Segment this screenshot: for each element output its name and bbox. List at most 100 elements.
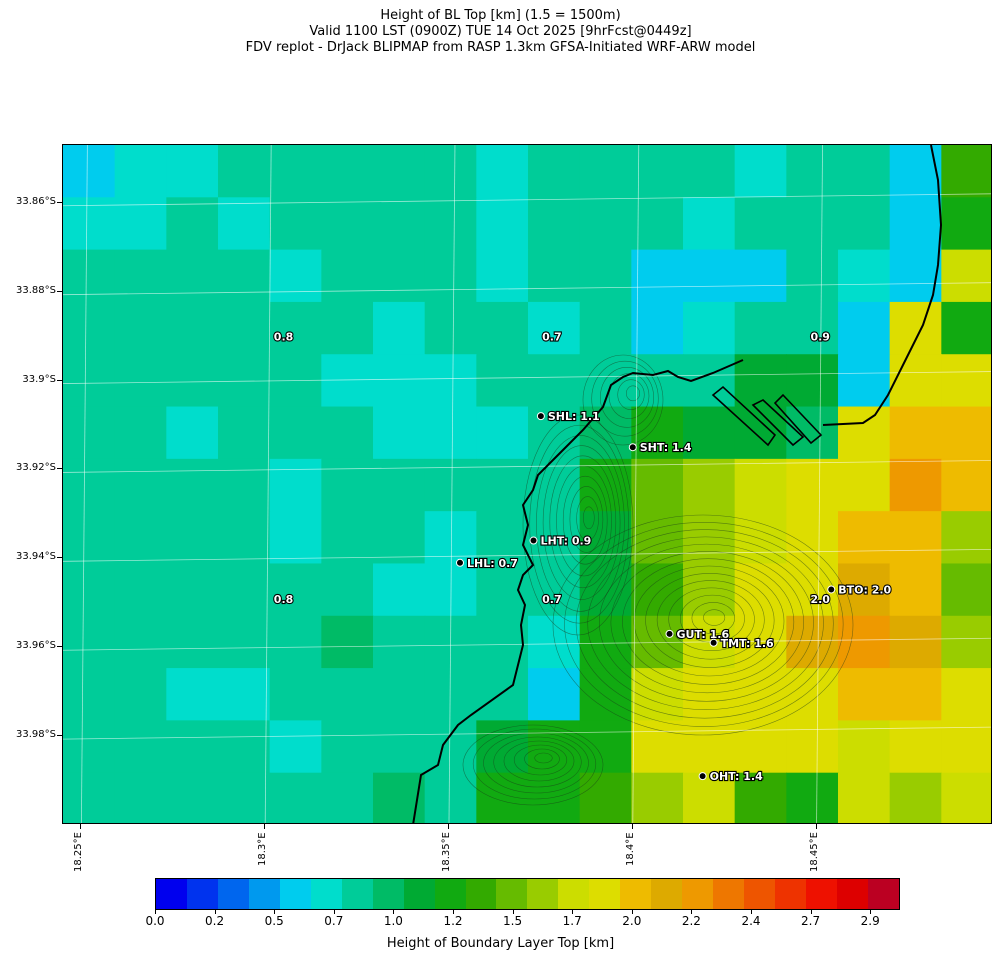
grid-value-label: 0.8	[274, 331, 294, 344]
heatmap-cell	[889, 458, 942, 512]
heatmap-cell	[941, 249, 991, 303]
colorbar-tick	[572, 910, 574, 914]
heatmap-cell	[424, 668, 477, 721]
terrain-contours	[462, 354, 854, 806]
heatmap-cell	[269, 249, 322, 303]
parallel-line	[63, 193, 991, 207]
colorbar-tick-label: 2.0	[622, 914, 642, 928]
heatmap-cell	[631, 197, 684, 251]
heatmap-cell	[528, 615, 581, 669]
heatmap-cell	[476, 197, 529, 251]
heatmap-cell	[63, 615, 116, 669]
heatmap-cell	[476, 249, 529, 303]
colorbar-tick-label: 2.4	[741, 914, 761, 928]
heatmap-cell	[166, 197, 219, 251]
heatmap-cell	[218, 197, 271, 251]
terrain-contour	[633, 565, 785, 677]
heatmap-cell	[786, 249, 839, 303]
heatmap-cell	[631, 668, 684, 721]
heatmap-cell	[424, 354, 477, 408]
heatmap-cell	[321, 197, 374, 251]
coastline-west	[412, 359, 744, 823]
heatmap-cell	[269, 197, 322, 251]
heatmap-cell	[114, 145, 167, 198]
heatmap-cell	[579, 249, 632, 303]
heatmap-cell	[269, 615, 322, 669]
terrain-contour	[691, 602, 735, 635]
heatmap-cell	[269, 668, 322, 721]
heatmap-cell	[838, 406, 891, 460]
latitude-tick-label: 33.86°S	[16, 195, 56, 207]
heatmap-cell	[889, 511, 942, 565]
heatmap-cell	[838, 772, 891, 823]
heatmap-cell	[786, 511, 839, 565]
heatmap-cell	[218, 406, 271, 460]
heatmap-cell	[321, 720, 374, 774]
station-marker	[827, 585, 836, 594]
heatmap-cell	[528, 458, 581, 512]
station-label: LHT: 0.9	[541, 535, 592, 548]
heatmap-cell	[786, 354, 839, 408]
station-label: TMT: 1.6	[721, 637, 774, 650]
heatmap-cell	[889, 563, 942, 617]
heatmap-cell	[734, 772, 787, 823]
colorbar-tick-label: 2.2	[681, 914, 701, 928]
station-marker	[529, 536, 538, 545]
heatmap-cell	[889, 668, 942, 721]
colorbar-segment	[806, 879, 837, 909]
terrain-contour	[542, 445, 621, 600]
colorbar-segment	[248, 879, 280, 909]
colorbar-segment	[620, 879, 652, 909]
heatmap-cell	[528, 668, 581, 721]
colorbar-segment	[836, 879, 868, 909]
colorbar-tick-label: 0.5	[264, 914, 284, 928]
heatmap-cell	[476, 406, 529, 460]
heatmap-cell	[889, 145, 942, 198]
heatmap-cell	[166, 772, 219, 823]
heatmap-cell	[838, 249, 891, 303]
heatmap-cell	[218, 511, 271, 565]
terrain-contour	[552, 514, 854, 736]
heatmap-cell	[631, 301, 684, 355]
heatmap-cell	[424, 301, 477, 355]
heatmap-cell	[476, 668, 529, 721]
heatmap-cell	[941, 615, 991, 669]
heatmap-cell	[373, 668, 426, 721]
heatmap-cell	[269, 511, 322, 565]
heatmap-cell	[166, 563, 219, 617]
colorbar-segment	[775, 879, 807, 909]
heatmap-cell	[683, 249, 736, 303]
terrain-contour	[513, 744, 568, 776]
map-plot-area[interactable]: 0.8 0.7 0.9 0.8 0.7 2.0 SHL: 1.1 SHT: 1.4 LHT: 0…	[62, 144, 992, 824]
heatmap-cell	[218, 720, 271, 774]
heatmap-cell	[424, 458, 477, 512]
terrain-contour	[503, 740, 575, 782]
latitude-tick	[57, 468, 62, 470]
station-label: LHL: 0.7	[467, 557, 518, 570]
heatmap-cell	[786, 406, 839, 460]
colorbar-tick	[274, 910, 276, 914]
station-marker	[536, 412, 545, 421]
colorbar-segment	[217, 879, 249, 909]
terrain-contour	[668, 587, 755, 651]
heatmap-cell	[631, 249, 684, 303]
longitude-tick	[264, 824, 266, 829]
colorbar-tick-label: 1.5	[503, 914, 523, 928]
heatmap-cell	[476, 458, 529, 512]
heatmap-cell	[321, 354, 374, 408]
heatmap-cell	[579, 668, 632, 721]
parallel-line	[63, 460, 991, 473]
heatmap-cell	[114, 354, 167, 408]
heatmap-cell	[838, 563, 891, 617]
heatmap-cell	[734, 301, 787, 355]
latitude-tick-label: 33.88°S	[16, 284, 56, 296]
meridian-line	[448, 145, 456, 823]
heatmap-cell	[269, 772, 322, 823]
colorbar-segment	[403, 879, 435, 909]
heatmap-cell	[786, 720, 839, 774]
terrain-contour	[703, 609, 726, 626]
colorbar-tick	[870, 910, 872, 914]
heatmap-cell	[683, 458, 736, 512]
heatmap-cell	[218, 249, 271, 303]
heatmap-cell	[528, 145, 581, 198]
